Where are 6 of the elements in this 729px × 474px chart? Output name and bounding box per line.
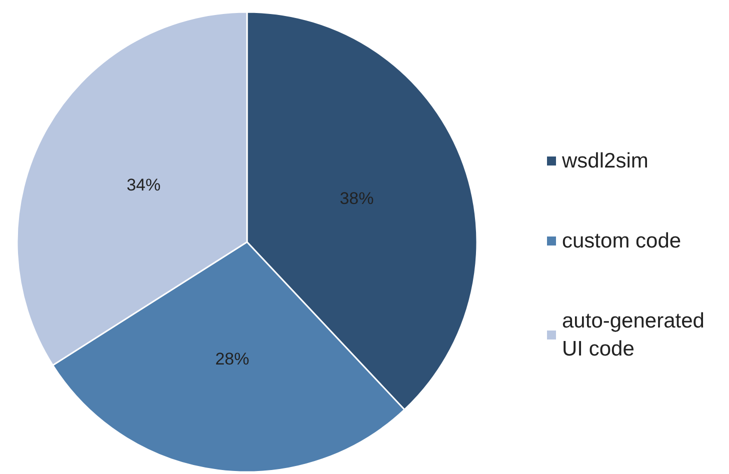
legend-label: wsdl2sim	[561, 150, 648, 172]
legend-label: auto-generated UI code	[562, 310, 710, 360]
data-label: 38%	[340, 189, 374, 208]
data-label: 28%	[215, 350, 250, 369]
legend-label: custom code	[562, 230, 682, 252]
data-label: 34%	[126, 176, 161, 195]
